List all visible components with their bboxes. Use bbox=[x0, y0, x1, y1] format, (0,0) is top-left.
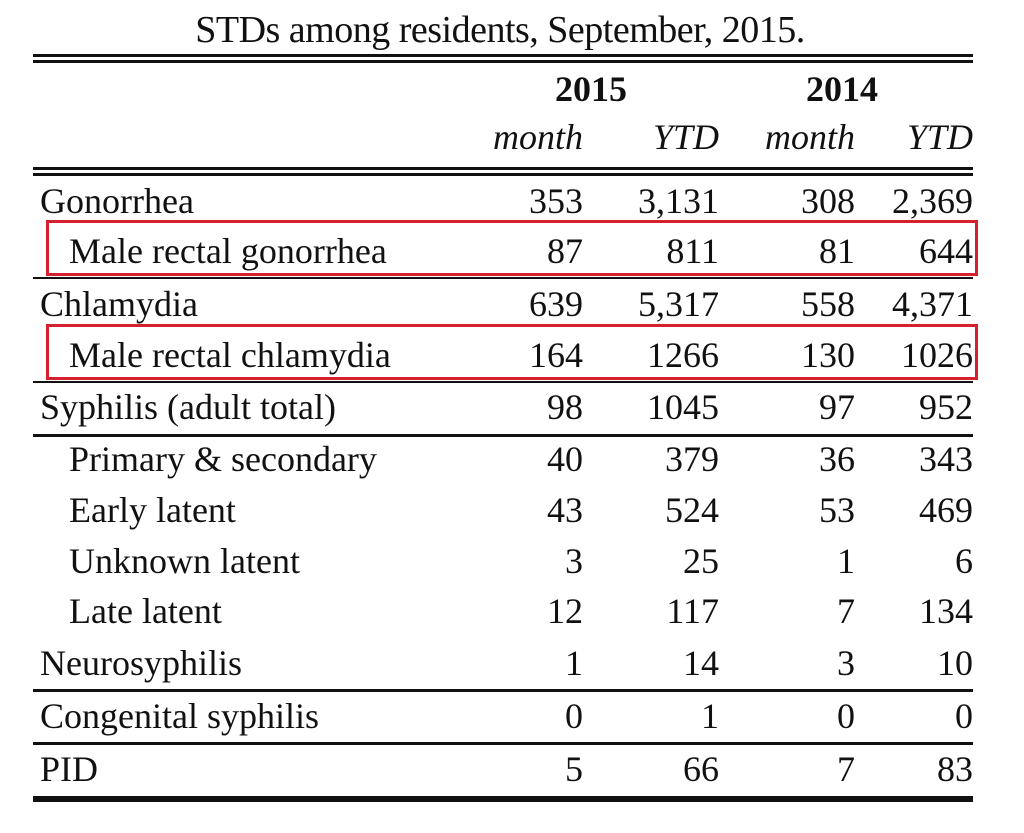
row-label: Late latent bbox=[69, 591, 222, 631]
table-row: Male rectal chlamydia 164 1266 130 1026 bbox=[33, 334, 973, 386]
cell-month-2015: 98 bbox=[547, 387, 583, 427]
cell-month-2014: 53 bbox=[819, 490, 855, 530]
cell-month-2015: 87 bbox=[547, 231, 583, 271]
table-row: Syphilis (adult total) 98 1045 97 952 bbox=[33, 386, 973, 438]
cell-month-2014: 81 bbox=[819, 231, 855, 271]
table-row: Late latent 12 117 7 134 bbox=[33, 590, 973, 642]
cell-ytd-2015: 25 bbox=[683, 541, 719, 581]
header-rule-inner bbox=[33, 173, 973, 176]
cell-month-2015: 164 bbox=[529, 335, 583, 375]
header-sub-2014-ytd: YTD bbox=[906, 117, 973, 157]
header-rule bbox=[33, 167, 973, 170]
table-row: Early latent 43 524 53 469 bbox=[33, 489, 973, 541]
cell-month-2015: 5 bbox=[565, 749, 583, 789]
cell-ytd-2015: 524 bbox=[665, 490, 719, 530]
header-year-2014: 2014 bbox=[806, 69, 878, 109]
header-sub-2014-month: month bbox=[765, 117, 855, 157]
cell-month-2015: 12 bbox=[547, 591, 583, 631]
cell-ytd-2015: 117 bbox=[666, 591, 719, 631]
row-label: Neurosyphilis bbox=[40, 643, 242, 683]
cell-month-2014: 0 bbox=[837, 696, 855, 736]
cell-month-2015: 3 bbox=[565, 541, 583, 581]
cell-ytd-2015: 1266 bbox=[647, 335, 719, 375]
cell-ytd-2014: 134 bbox=[919, 591, 973, 631]
cell-ytd-2015: 5,317 bbox=[638, 284, 719, 324]
cell-month-2014: 97 bbox=[819, 387, 855, 427]
header-sub-2015-month: month bbox=[493, 117, 583, 157]
row-label: Primary & secondary bbox=[69, 439, 377, 479]
cell-month-2014: 558 bbox=[801, 284, 855, 324]
header-sub-2015-ytd: YTD bbox=[652, 117, 719, 157]
cell-month-2015: 0 bbox=[565, 696, 583, 736]
row-label: Congenital syphilis bbox=[40, 696, 319, 736]
bottom-rule bbox=[33, 796, 973, 802]
cell-month-2015: 353 bbox=[529, 181, 583, 221]
table-row: Male rectal gonorrhea 87 811 81 644 bbox=[33, 230, 973, 282]
cell-month-2014: 7 bbox=[837, 591, 855, 631]
table-row: Chlamydia 639 5,317 558 4,371 bbox=[33, 283, 973, 335]
row-label: Syphilis (adult total) bbox=[40, 387, 336, 427]
cell-month-2014: 3 bbox=[837, 643, 855, 683]
cell-month-2015: 639 bbox=[529, 284, 583, 324]
row-separator-congenital bbox=[33, 742, 973, 745]
cell-ytd-2014: 0 bbox=[955, 696, 973, 736]
cell-ytd-2014: 343 bbox=[919, 439, 973, 479]
cell-month-2014: 130 bbox=[801, 335, 855, 375]
table-row: Gonorrhea 353 3,131 308 2,369 bbox=[33, 180, 973, 232]
cell-ytd-2014: 644 bbox=[919, 231, 973, 271]
cell-month-2014: 7 bbox=[837, 749, 855, 789]
row-separator-neurosyphilis bbox=[33, 689, 973, 692]
row-separator-syphilis bbox=[33, 434, 973, 437]
cell-ytd-2015: 66 bbox=[683, 749, 719, 789]
row-label: Unknown latent bbox=[69, 541, 300, 581]
row-label: Gonorrhea bbox=[40, 181, 194, 221]
row-separator-chlamydia bbox=[33, 381, 973, 383]
cell-month-2015: 43 bbox=[547, 490, 583, 530]
table-row: Primary & secondary 40 379 36 343 bbox=[33, 438, 973, 490]
cell-ytd-2014: 952 bbox=[919, 387, 973, 427]
top-rule-inner bbox=[33, 60, 973, 63]
cell-ytd-2015: 811 bbox=[666, 231, 719, 271]
row-separator-gonorrhea bbox=[33, 277, 973, 279]
cell-month-2014: 36 bbox=[819, 439, 855, 479]
cell-month-2015: 40 bbox=[547, 439, 583, 479]
row-label: Chlamydia bbox=[40, 284, 198, 324]
cell-month-2014: 1 bbox=[837, 541, 855, 581]
table-caption: STDs among residents, September, 2015. bbox=[195, 9, 805, 51]
table-row: PID 5 66 7 83 bbox=[33, 748, 973, 800]
cell-ytd-2014: 469 bbox=[919, 490, 973, 530]
top-rule bbox=[33, 54, 973, 57]
cell-ytd-2014: 6 bbox=[955, 541, 973, 581]
cell-ytd-2015: 1 bbox=[701, 696, 719, 736]
cell-ytd-2014: 83 bbox=[937, 749, 973, 789]
row-label: Early latent bbox=[69, 490, 236, 530]
highlight-box-male-rectal-chlamydia bbox=[46, 324, 978, 380]
cell-ytd-2015: 1045 bbox=[647, 387, 719, 427]
cell-ytd-2014: 10 bbox=[937, 643, 973, 683]
cell-ytd-2015: 3,131 bbox=[638, 181, 719, 221]
table-row: Unknown latent 3 25 1 6 bbox=[33, 540, 973, 592]
highlight-box-male-rectal-gonorrhea bbox=[46, 220, 978, 276]
cell-ytd-2014: 1026 bbox=[901, 335, 973, 375]
row-label: Male rectal chlamydia bbox=[69, 335, 391, 375]
cell-ytd-2014: 4,371 bbox=[892, 284, 973, 324]
table-row: Congenital syphilis 0 1 0 0 bbox=[33, 695, 973, 747]
cell-ytd-2014: 2,369 bbox=[892, 181, 973, 221]
table-row: Neurosyphilis 1 14 3 10 bbox=[33, 642, 973, 694]
cell-ytd-2015: 379 bbox=[665, 439, 719, 479]
row-label: Male rectal gonorrhea bbox=[69, 231, 387, 271]
cell-ytd-2015: 14 bbox=[683, 643, 719, 683]
row-label: PID bbox=[40, 749, 99, 789]
cell-month-2015: 1 bbox=[565, 643, 583, 683]
header-year-2015: 2015 bbox=[555, 69, 627, 109]
cell-month-2014: 308 bbox=[801, 181, 855, 221]
